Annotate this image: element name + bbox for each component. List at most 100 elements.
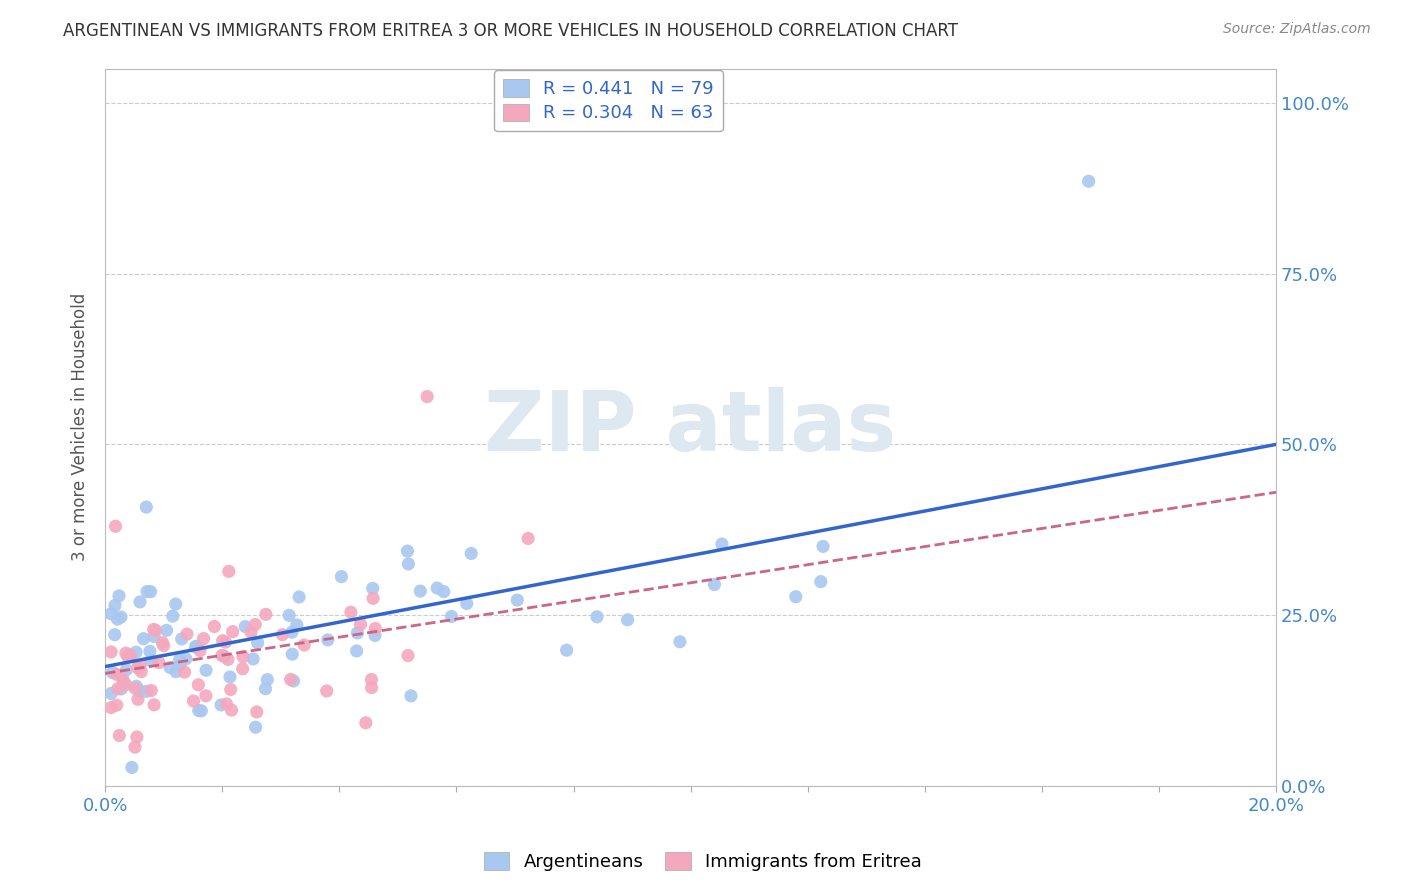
Point [183, 694, 205, 708]
Point [246, 636, 269, 650]
Point [254, 681, 277, 696]
Point [124, 681, 146, 696]
Point [517, 532, 540, 546]
Point [211, 648, 233, 663]
Point [555, 643, 578, 657]
Point [101, 665, 124, 680]
Point [246, 705, 269, 719]
Point [278, 608, 301, 623]
Point [232, 649, 254, 664]
Legend: R = 0.441   N = 79, R = 0.304   N = 63: R = 0.441 N = 79, R = 0.304 N = 63 [495, 70, 723, 131]
Point [165, 665, 187, 679]
Point [202, 619, 225, 633]
Point [586, 610, 609, 624]
Point [240, 625, 263, 640]
Point [396, 544, 419, 558]
Point [120, 648, 142, 662]
Point [129, 658, 152, 673]
Point [506, 593, 529, 607]
Point [169, 652, 191, 666]
Point [142, 623, 165, 637]
Point [195, 663, 218, 677]
Point [399, 689, 422, 703]
Point [219, 682, 242, 697]
Y-axis label: 3 or more Vehicles in Household: 3 or more Vehicles in Household [72, 293, 89, 561]
Point [174, 652, 197, 666]
Point [283, 673, 305, 688]
Point [194, 689, 217, 703]
Point [165, 597, 187, 611]
Point [100, 645, 122, 659]
Point [209, 698, 232, 712]
Point [340, 605, 363, 619]
Text: Source: ZipAtlas.com: Source: ZipAtlas.com [1223, 22, 1371, 37]
Point [105, 667, 128, 681]
Point [221, 703, 243, 717]
Point [139, 584, 162, 599]
Point [124, 740, 146, 755]
Point [396, 557, 419, 571]
Point [1077, 174, 1099, 188]
Point [100, 607, 122, 621]
Point [115, 663, 138, 677]
Point [139, 654, 162, 668]
Point [218, 565, 240, 579]
Point [316, 632, 339, 647]
Point [281, 647, 304, 661]
Point [187, 678, 209, 692]
Point [811, 540, 834, 554]
Point [233, 620, 256, 634]
Point [173, 665, 195, 680]
Point [188, 643, 211, 657]
Point [105, 698, 128, 713]
Point [129, 595, 152, 609]
Point [107, 681, 129, 696]
Point [292, 638, 315, 652]
Point [104, 519, 127, 533]
Point [143, 698, 166, 712]
Point [111, 672, 134, 686]
Point [703, 577, 725, 591]
Point [110, 681, 132, 696]
Point [115, 646, 138, 660]
Point [112, 675, 135, 690]
Point [285, 618, 308, 632]
Point [440, 609, 463, 624]
Point [409, 584, 432, 599]
Point [129, 684, 152, 698]
Point [193, 632, 215, 646]
Point [162, 609, 184, 624]
Point [139, 644, 162, 658]
Point [364, 622, 387, 636]
Point [100, 686, 122, 700]
Point [281, 625, 304, 640]
Point [155, 624, 177, 638]
Point [416, 390, 439, 404]
Point [245, 617, 267, 632]
Point [433, 584, 456, 599]
Point [426, 581, 449, 595]
Point [159, 660, 181, 674]
Point [232, 662, 254, 676]
Point [127, 661, 149, 675]
Point [349, 617, 371, 632]
Point [135, 500, 157, 514]
Point [271, 627, 294, 641]
Point [125, 730, 148, 744]
Point [104, 599, 127, 613]
Point [346, 644, 368, 658]
Point [364, 628, 387, 642]
Point [245, 720, 267, 734]
Point [121, 760, 143, 774]
Point [217, 652, 239, 666]
Point [460, 546, 482, 560]
Point [288, 590, 311, 604]
Point [170, 632, 193, 646]
Point [125, 645, 148, 659]
Point [222, 624, 245, 639]
Point [360, 673, 382, 687]
Point [148, 656, 170, 670]
Point [104, 628, 127, 642]
Point [315, 684, 337, 698]
Point [129, 665, 152, 679]
